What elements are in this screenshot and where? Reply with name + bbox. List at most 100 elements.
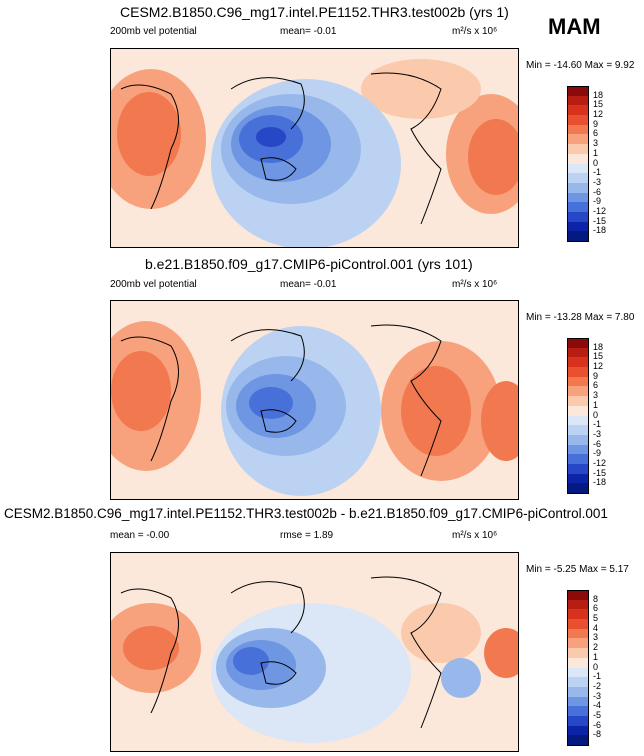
p2-cool-pacific-core <box>249 387 293 419</box>
p2-warm-atlantic <box>481 381 518 461</box>
colorbar-cell <box>567 115 589 126</box>
colorbar-cell <box>567 667 589 678</box>
colorbar-tick-label: -4 <box>593 700 602 711</box>
colorbar-cell <box>567 638 589 649</box>
colorbar-cell <box>567 609 589 620</box>
colorbar-tick-label: -3 <box>593 428 602 439</box>
colorbar-tick-label: 2 <box>593 642 599 653</box>
panel-1-units-label: m²/s x 10⁶ <box>452 26 498 37</box>
p3-cool-pacific-core <box>233 647 269 675</box>
panel-1-minmax-label: Min = -14.60 Max = 9.92 <box>526 60 635 71</box>
colorbar-tick-label: 1 <box>593 147 599 158</box>
p2-warm-americas-core <box>401 366 471 456</box>
p1-warm-americas <box>361 59 481 119</box>
colorbar-cell <box>567 463 589 475</box>
colorbar-tick-label: -1 <box>593 671 602 682</box>
panel-2-minmax-label: Min = -13.28 Max = 7.80 <box>526 312 635 323</box>
p1-coastlines <box>120 72 442 225</box>
panel-2-left-label: 200mb vel potential <box>110 279 197 290</box>
colorbar-tick-label: -18 <box>593 225 607 236</box>
colorbar-tick-label: -3 <box>593 176 602 187</box>
colorbar-cell <box>567 211 589 223</box>
colorbar-tick-label: 0 <box>593 409 599 420</box>
colorbar-tick-label: 3 <box>593 138 599 149</box>
colorbar-tick-label: 5 <box>593 613 599 624</box>
colorbar-cell <box>567 735 589 746</box>
colorbar-tick-label: 6 <box>593 603 599 614</box>
colorbar-cell <box>567 415 589 426</box>
p1-cool-pacific-max <box>256 127 286 147</box>
colorbar-cell <box>567 153 589 164</box>
colorbar-tick-label: 3 <box>593 390 599 401</box>
colorbar-cell <box>567 144 589 155</box>
colorbar-tick-label: 9 <box>593 370 599 381</box>
colorbar-cell <box>567 376 589 387</box>
colorbar-tick-label: -3 <box>593 690 602 701</box>
colorbar-cell <box>567 599 589 610</box>
p2-coastlines <box>120 324 442 477</box>
colorbar-tick-label: 12 <box>593 109 604 120</box>
p3-warm-atlantic <box>484 628 518 678</box>
colorbar-tick-label: -12 <box>593 457 607 468</box>
panel-3-map <box>110 552 519 752</box>
colorbar-tick-label: 18 <box>593 89 604 100</box>
panel-3-center-label: rmse = 1.89 <box>280 530 334 541</box>
colorbar-cell <box>567 202 589 213</box>
colorbar-cell <box>567 231 589 242</box>
colorbar-cell <box>567 619 589 630</box>
colorbar-tick-label: -15 <box>593 215 607 226</box>
panel-3-title: CESM2.B1850.C96_mg17.intel.PE1152.THR3.t… <box>4 506 608 521</box>
colorbar-cell <box>567 105 589 116</box>
colorbar-cell <box>567 483 589 494</box>
colorbar-tick-label: -12 <box>593 205 607 216</box>
colorbar-cell <box>567 86 589 97</box>
panel-3-units-label: m²/s x 10⁶ <box>452 530 498 541</box>
colorbar-cell <box>567 347 589 358</box>
panel-2-units-label: m²/s x 10⁶ <box>452 279 498 290</box>
colorbar-cell <box>567 590 589 601</box>
panel-1-colorbar: 18 15 12 9 6 3 1 0 -1 -3 -6 -9 -12 -15 -18 <box>567 86 627 246</box>
season-label: MAM <box>548 14 601 39</box>
colorbar-tick-label: -18 <box>593 477 607 488</box>
colorbar-tick-label: -6 <box>593 438 602 449</box>
colorbar-tick-label: -15 <box>593 467 607 478</box>
p1-warm-africa-core <box>117 92 181 176</box>
colorbar-cell <box>567 454 589 465</box>
p3-cool-southam <box>441 658 481 698</box>
colorbar-tick-label: -1 <box>593 419 602 430</box>
panel-1-center-label: mean= -0.01 <box>280 26 337 37</box>
colorbar-cell <box>567 657 589 668</box>
colorbar-cell <box>567 386 589 397</box>
p3-warm-americas <box>401 603 481 663</box>
colorbar-cell <box>567 648 589 659</box>
panel-3-minmax-label: Min = -5.25 Max = 5.17 <box>526 564 629 575</box>
colorbar-tick-label: 6 <box>593 128 599 139</box>
colorbar-cell <box>567 725 589 736</box>
colorbar-tick-label: -2 <box>593 680 602 691</box>
panel-2-title: b.e21.B1850.f09_g17.CMIP6-piControl.001 … <box>145 256 473 272</box>
p1-warm-atlantic-core <box>468 119 518 195</box>
colorbar-tick-label: -9 <box>593 448 602 459</box>
colorbar-cell <box>567 715 589 727</box>
colorbar-cell <box>567 338 589 349</box>
colorbar-tick-label: 4 <box>593 622 599 633</box>
colorbar-tick-label: 1 <box>593 651 599 662</box>
colorbar-cell <box>567 367 589 378</box>
colorbar-tick-label: 12 <box>593 361 604 372</box>
colorbar-cell <box>567 357 589 368</box>
colorbar-tick-label: 0 <box>593 157 599 168</box>
colorbar-cell <box>567 182 589 194</box>
panel-3-map-svg <box>111 553 518 751</box>
colorbar-cell <box>567 444 589 455</box>
colorbar-tick-label: 15 <box>593 99 604 110</box>
panel-1-title: CESM2.B1850.C96_mg17.intel.PE1152.THR3.t… <box>120 4 509 20</box>
colorbar-cell <box>567 686 589 698</box>
colorbar-tick-label: 0 <box>593 661 599 672</box>
colorbar-tick-label: 9 <box>593 118 599 129</box>
colorbar-tick-label: 1 <box>593 399 599 410</box>
colorbar-cell <box>567 173 589 184</box>
panel-2-map-svg <box>111 301 518 499</box>
panel-2-center-label: mean= -0.01 <box>280 279 337 290</box>
colorbar-tick-label: 6 <box>593 380 599 391</box>
colorbar-cell <box>567 192 589 203</box>
